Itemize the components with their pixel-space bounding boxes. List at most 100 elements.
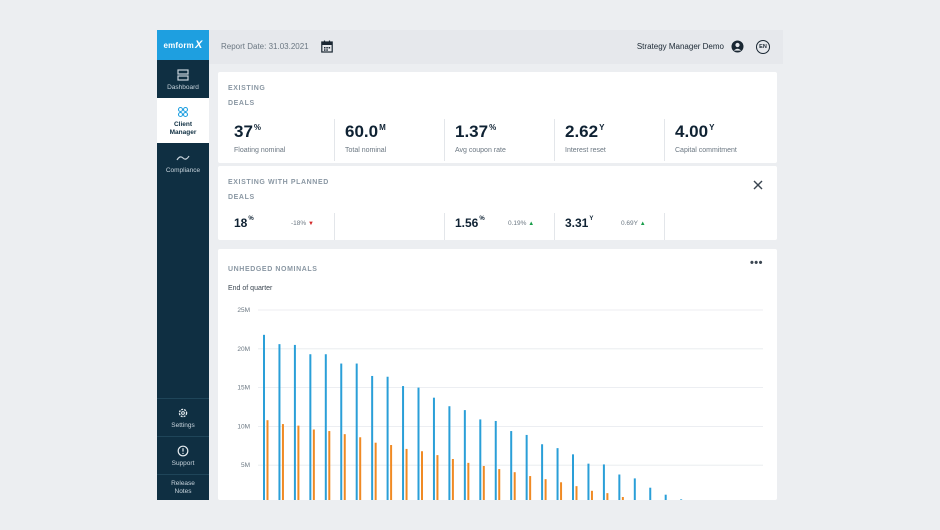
bar-series-1[interactable] xyxy=(355,363,358,500)
arrow-down-icon: ▼ xyxy=(308,221,314,227)
bar-series-2[interactable] xyxy=(513,472,516,500)
sidebar-item-settings[interactable]: Settings xyxy=(157,398,209,436)
sidebar-item-label: Release Notes xyxy=(171,479,195,495)
bar-series-1[interactable] xyxy=(525,434,528,500)
bar-series-2[interactable] xyxy=(405,448,408,500)
bar-series-1[interactable] xyxy=(278,344,281,500)
bar-series-1[interactable] xyxy=(432,397,435,500)
bar-series-2[interactable] xyxy=(390,445,393,500)
bar-series-2[interactable] xyxy=(590,490,593,500)
bar-series-2[interactable] xyxy=(266,420,269,500)
bar-series-1[interactable] xyxy=(402,386,405,500)
bar-series-1[interactable] xyxy=(572,454,574,500)
bar-series-2[interactable] xyxy=(297,425,300,500)
bar-series-1[interactable] xyxy=(602,464,605,500)
calendar-icon[interactable] xyxy=(321,40,333,53)
bar-series-2[interactable] xyxy=(436,455,439,500)
bar-series-1[interactable] xyxy=(649,487,652,500)
app-window: emform X Dashboard Client Manager Complia… xyxy=(157,30,783,500)
bar-series-2[interactable] xyxy=(482,465,485,500)
sidebar-item-dashboard[interactable]: Dashboard xyxy=(157,60,209,98)
dashboard-icon xyxy=(176,68,190,82)
sidebar: emform X Dashboard Client Manager Complia… xyxy=(157,30,209,500)
arrow-up-icon: ▲ xyxy=(528,221,535,227)
bar-series-1[interactable] xyxy=(448,406,451,500)
bar-series-1[interactable] xyxy=(556,448,559,500)
language-switch[interactable]: EN xyxy=(756,40,770,54)
y-tick-label: 5M xyxy=(241,462,250,469)
card-title-sub: DEALS xyxy=(228,100,255,107)
bar-series-1[interactable] xyxy=(324,354,327,500)
bar-series-2[interactable] xyxy=(374,442,377,500)
bar-series-1[interactable] xyxy=(309,354,312,500)
bar-series-2[interactable] xyxy=(544,479,547,500)
bar-series-2[interactable] xyxy=(467,462,470,500)
planned-kpi-row: 18% -18% ▼ 1.56% 0.19% ▲ 3.31Y 0.69Y ▲ xyxy=(218,213,777,240)
bar-series-1[interactable] xyxy=(541,444,544,500)
sidebar-item-client-manager[interactable]: Client Manager xyxy=(157,98,209,143)
bar-series-1[interactable] xyxy=(633,478,636,500)
y-tick-label: 20M xyxy=(237,346,250,353)
sidebar-item-label: Settings xyxy=(171,422,195,429)
bar-series-1[interactable] xyxy=(664,494,667,500)
bar-series-2[interactable] xyxy=(281,424,284,500)
bar-series-1[interactable] xyxy=(680,499,683,500)
bar-series-2[interactable] xyxy=(343,434,346,500)
client-manager-icon xyxy=(176,105,190,119)
bar-series-1[interactable] xyxy=(371,375,374,500)
kpi-value: 2.62 xyxy=(565,122,599,141)
planned-kpi-floating-nominal: 18% -18% ▼ xyxy=(218,213,334,240)
kpi-label: Capital commitment xyxy=(675,147,737,154)
sidebar-item-release-notes[interactable]: Release Notes xyxy=(157,474,209,500)
user-name[interactable]: Strategy Manager Demo xyxy=(636,42,724,51)
sidebar-item-label: Dashboard xyxy=(167,83,199,91)
close-icon[interactable] xyxy=(751,178,765,192)
bar-series-2[interactable] xyxy=(621,497,624,500)
planned-kpi-interest-reset: 3.31Y 0.69Y ▲ xyxy=(554,213,664,240)
bar-series-2[interactable] xyxy=(359,437,362,500)
bar-series-2[interactable] xyxy=(421,451,423,500)
y-tick-label: 10M xyxy=(237,423,250,430)
report-date: Report Date: 31.03.2021 xyxy=(221,42,309,51)
more-options-button[interactable]: ••• xyxy=(749,257,763,269)
support-icon xyxy=(176,444,190,458)
bar-series-1[interactable] xyxy=(417,387,420,500)
logo[interactable]: emform X xyxy=(157,30,209,60)
user-avatar-icon[interactable] xyxy=(731,40,744,53)
kpi-unit: M xyxy=(379,123,386,132)
bar-series-1[interactable] xyxy=(494,420,497,500)
bar-series-1[interactable] xyxy=(263,334,265,500)
kpi-value: 18 xyxy=(234,216,248,230)
bar-series-1[interactable] xyxy=(463,410,466,500)
kpi-value: 1.37 xyxy=(455,122,489,141)
bar-series-2[interactable] xyxy=(498,469,501,500)
bar-series-1[interactable] xyxy=(587,463,590,500)
kpi-row: 37% Floating nominal 60.0M Total nominal… xyxy=(218,119,777,161)
compliance-icon xyxy=(176,151,190,165)
sidebar-item-support[interactable]: Support xyxy=(157,436,209,474)
kpi-unit: Y xyxy=(599,123,605,132)
bar-series-2[interactable] xyxy=(606,493,609,500)
bar-series-2[interactable] xyxy=(312,429,315,500)
bar-series-1[interactable] xyxy=(386,376,389,500)
bar-series-2[interactable] xyxy=(451,458,454,500)
bar-series-1[interactable] xyxy=(618,474,621,500)
bar-series-2[interactable] xyxy=(529,476,532,500)
arrow-up-icon: ▲ xyxy=(639,221,646,227)
bar-series-2[interactable] xyxy=(328,431,331,500)
bar-series-2[interactable] xyxy=(575,486,578,500)
kpi-label: Avg coupon rate xyxy=(455,147,506,154)
sidebar-item-compliance[interactable]: Compliance xyxy=(157,143,209,181)
bar-series-1[interactable] xyxy=(479,419,482,500)
card-title: UNHEDGED NOMINALS xyxy=(228,266,318,273)
bar-series-1[interactable] xyxy=(510,431,513,500)
kpi-label: Interest reset xyxy=(565,147,606,154)
bar-series-1[interactable] xyxy=(293,344,296,500)
bar-series-2[interactable] xyxy=(560,482,563,500)
y-tick-label: 15M xyxy=(237,385,250,392)
bar-series-1[interactable] xyxy=(340,363,343,500)
kpi-interest-reset: 2.62Y Interest reset xyxy=(554,119,664,161)
sidebar-item-label: Support xyxy=(171,460,195,467)
kpi-value: 3.31 xyxy=(565,216,589,230)
y-tick-label: 25M xyxy=(237,307,250,314)
